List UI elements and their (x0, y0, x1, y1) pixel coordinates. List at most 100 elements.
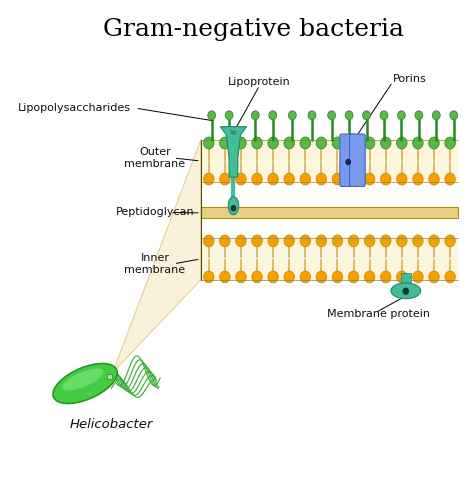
Circle shape (413, 271, 423, 283)
Bar (201, 140, 458, 182)
Circle shape (348, 271, 359, 283)
Circle shape (415, 111, 423, 120)
Circle shape (236, 137, 246, 149)
Circle shape (300, 137, 310, 149)
Circle shape (252, 235, 262, 247)
Circle shape (268, 235, 278, 247)
Circle shape (429, 173, 439, 185)
Circle shape (332, 173, 343, 185)
Circle shape (308, 111, 316, 120)
Circle shape (381, 173, 391, 185)
Circle shape (284, 173, 294, 185)
Circle shape (345, 111, 353, 120)
Circle shape (219, 271, 230, 283)
Circle shape (268, 271, 278, 283)
Circle shape (346, 160, 350, 164)
Circle shape (251, 111, 259, 120)
Polygon shape (113, 140, 201, 372)
Text: Lipopolysaccharides: Lipopolysaccharides (18, 103, 131, 113)
Circle shape (203, 173, 214, 185)
Circle shape (365, 137, 375, 149)
Circle shape (397, 271, 407, 283)
Circle shape (332, 137, 343, 149)
Circle shape (219, 235, 230, 247)
Circle shape (429, 235, 439, 247)
Circle shape (284, 235, 294, 247)
Circle shape (219, 173, 230, 185)
FancyBboxPatch shape (340, 134, 356, 186)
Circle shape (381, 137, 391, 149)
Circle shape (363, 111, 371, 120)
Ellipse shape (62, 368, 104, 390)
Circle shape (236, 271, 246, 283)
Circle shape (268, 173, 278, 185)
Circle shape (231, 206, 236, 210)
Circle shape (381, 235, 391, 247)
Circle shape (332, 271, 343, 283)
Circle shape (397, 137, 407, 149)
Circle shape (365, 173, 375, 185)
Circle shape (288, 111, 296, 120)
Text: Inner
membrane: Inner membrane (124, 252, 185, 275)
Text: Membrane protein: Membrane protein (327, 310, 430, 320)
Circle shape (348, 137, 359, 149)
Text: Outer
membrane: Outer membrane (124, 147, 185, 169)
Text: Porins: Porins (392, 74, 427, 85)
Text: Helicobacter: Helicobacter (70, 418, 153, 430)
Circle shape (252, 271, 262, 283)
Circle shape (300, 271, 310, 283)
FancyBboxPatch shape (401, 274, 411, 286)
Circle shape (316, 137, 327, 149)
Text: Lipoprotein: Lipoprotein (228, 77, 291, 87)
Circle shape (316, 235, 327, 247)
Bar (201, 208, 458, 218)
Circle shape (225, 111, 233, 120)
Circle shape (348, 173, 359, 185)
Circle shape (381, 271, 391, 283)
Circle shape (284, 271, 294, 283)
Circle shape (252, 137, 262, 149)
Circle shape (397, 235, 407, 247)
Bar (107, 374, 112, 378)
Circle shape (348, 235, 359, 247)
Circle shape (445, 235, 456, 247)
Circle shape (365, 235, 375, 247)
Circle shape (398, 111, 405, 120)
Circle shape (445, 173, 456, 185)
Circle shape (203, 137, 214, 149)
Circle shape (429, 137, 439, 149)
Circle shape (236, 235, 246, 247)
Polygon shape (220, 126, 246, 177)
Text: Gram-negative bacteria: Gram-negative bacteria (102, 18, 403, 42)
Circle shape (316, 173, 327, 185)
Circle shape (429, 271, 439, 283)
Circle shape (208, 111, 216, 120)
Circle shape (269, 111, 277, 120)
Circle shape (300, 173, 310, 185)
Ellipse shape (53, 364, 117, 404)
FancyBboxPatch shape (349, 134, 365, 186)
Circle shape (219, 137, 230, 149)
Circle shape (268, 137, 278, 149)
Circle shape (450, 111, 458, 120)
Circle shape (328, 111, 336, 120)
Circle shape (203, 271, 214, 283)
Circle shape (316, 271, 327, 283)
Circle shape (413, 235, 423, 247)
Circle shape (203, 235, 214, 247)
Circle shape (284, 137, 294, 149)
Circle shape (380, 111, 388, 120)
Circle shape (432, 111, 440, 120)
Text: Peptidoglycan: Peptidoglycan (116, 208, 194, 218)
Circle shape (445, 271, 456, 283)
Circle shape (413, 137, 423, 149)
Ellipse shape (391, 283, 420, 298)
Circle shape (397, 173, 407, 185)
Circle shape (403, 288, 409, 294)
Circle shape (445, 137, 456, 149)
Circle shape (236, 173, 246, 185)
Bar (201, 238, 458, 280)
Ellipse shape (228, 197, 239, 214)
Circle shape (365, 271, 375, 283)
Circle shape (332, 235, 343, 247)
